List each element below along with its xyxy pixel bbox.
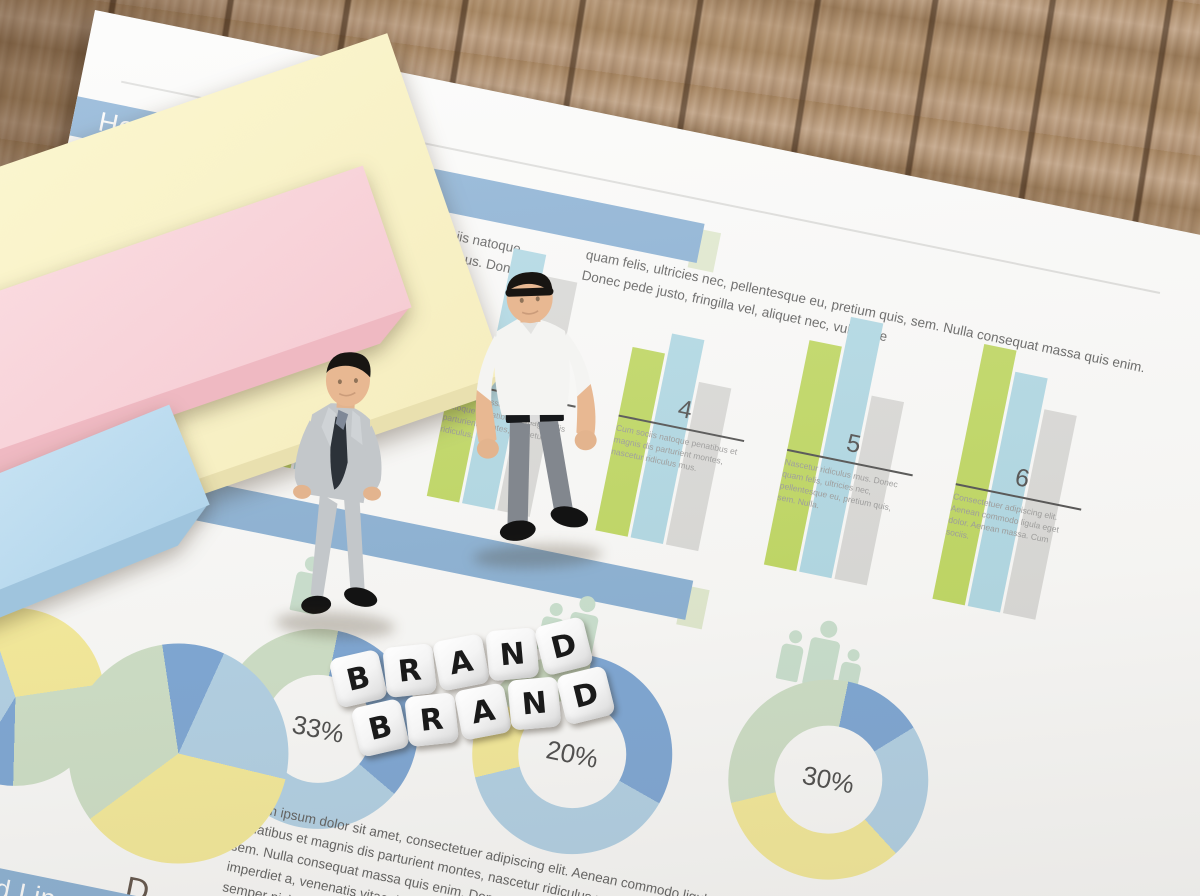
cube-n2: N: [507, 676, 562, 731]
businessman-svg: [293, 352, 382, 614]
cube-n1: N: [485, 627, 540, 682]
casual-man-svg: [475, 272, 597, 541]
pie-chart-d-label: D: [122, 869, 153, 896]
cube-a2: A: [453, 682, 513, 741]
banner-tab-accent-05: [676, 585, 710, 630]
cube-b2: B: [350, 697, 411, 758]
donut-chart-3: 30%: [710, 661, 947, 896]
cube-d2: D: [555, 665, 617, 726]
miniature-figure-casual-man: [445, 269, 625, 575]
headline06-title: Head Line 06: [0, 862, 113, 896]
miniature-figure-businessman: [264, 341, 420, 648]
cube-r1: R: [382, 643, 438, 699]
axis-caption-5: Consectetuer adipiscing elit. Aenean com…: [945, 490, 1060, 545]
axis-caption-4: Nascetur ridiculus mus. Donec quam felis…: [776, 456, 899, 513]
cube-r2: R: [404, 692, 460, 748]
cube-b1: B: [328, 648, 389, 709]
cube-a1: A: [431, 633, 491, 692]
person-icon-3a: [775, 628, 807, 683]
cube-d1: D: [533, 615, 595, 677]
donut-3-center-label: 30%: [764, 715, 892, 844]
